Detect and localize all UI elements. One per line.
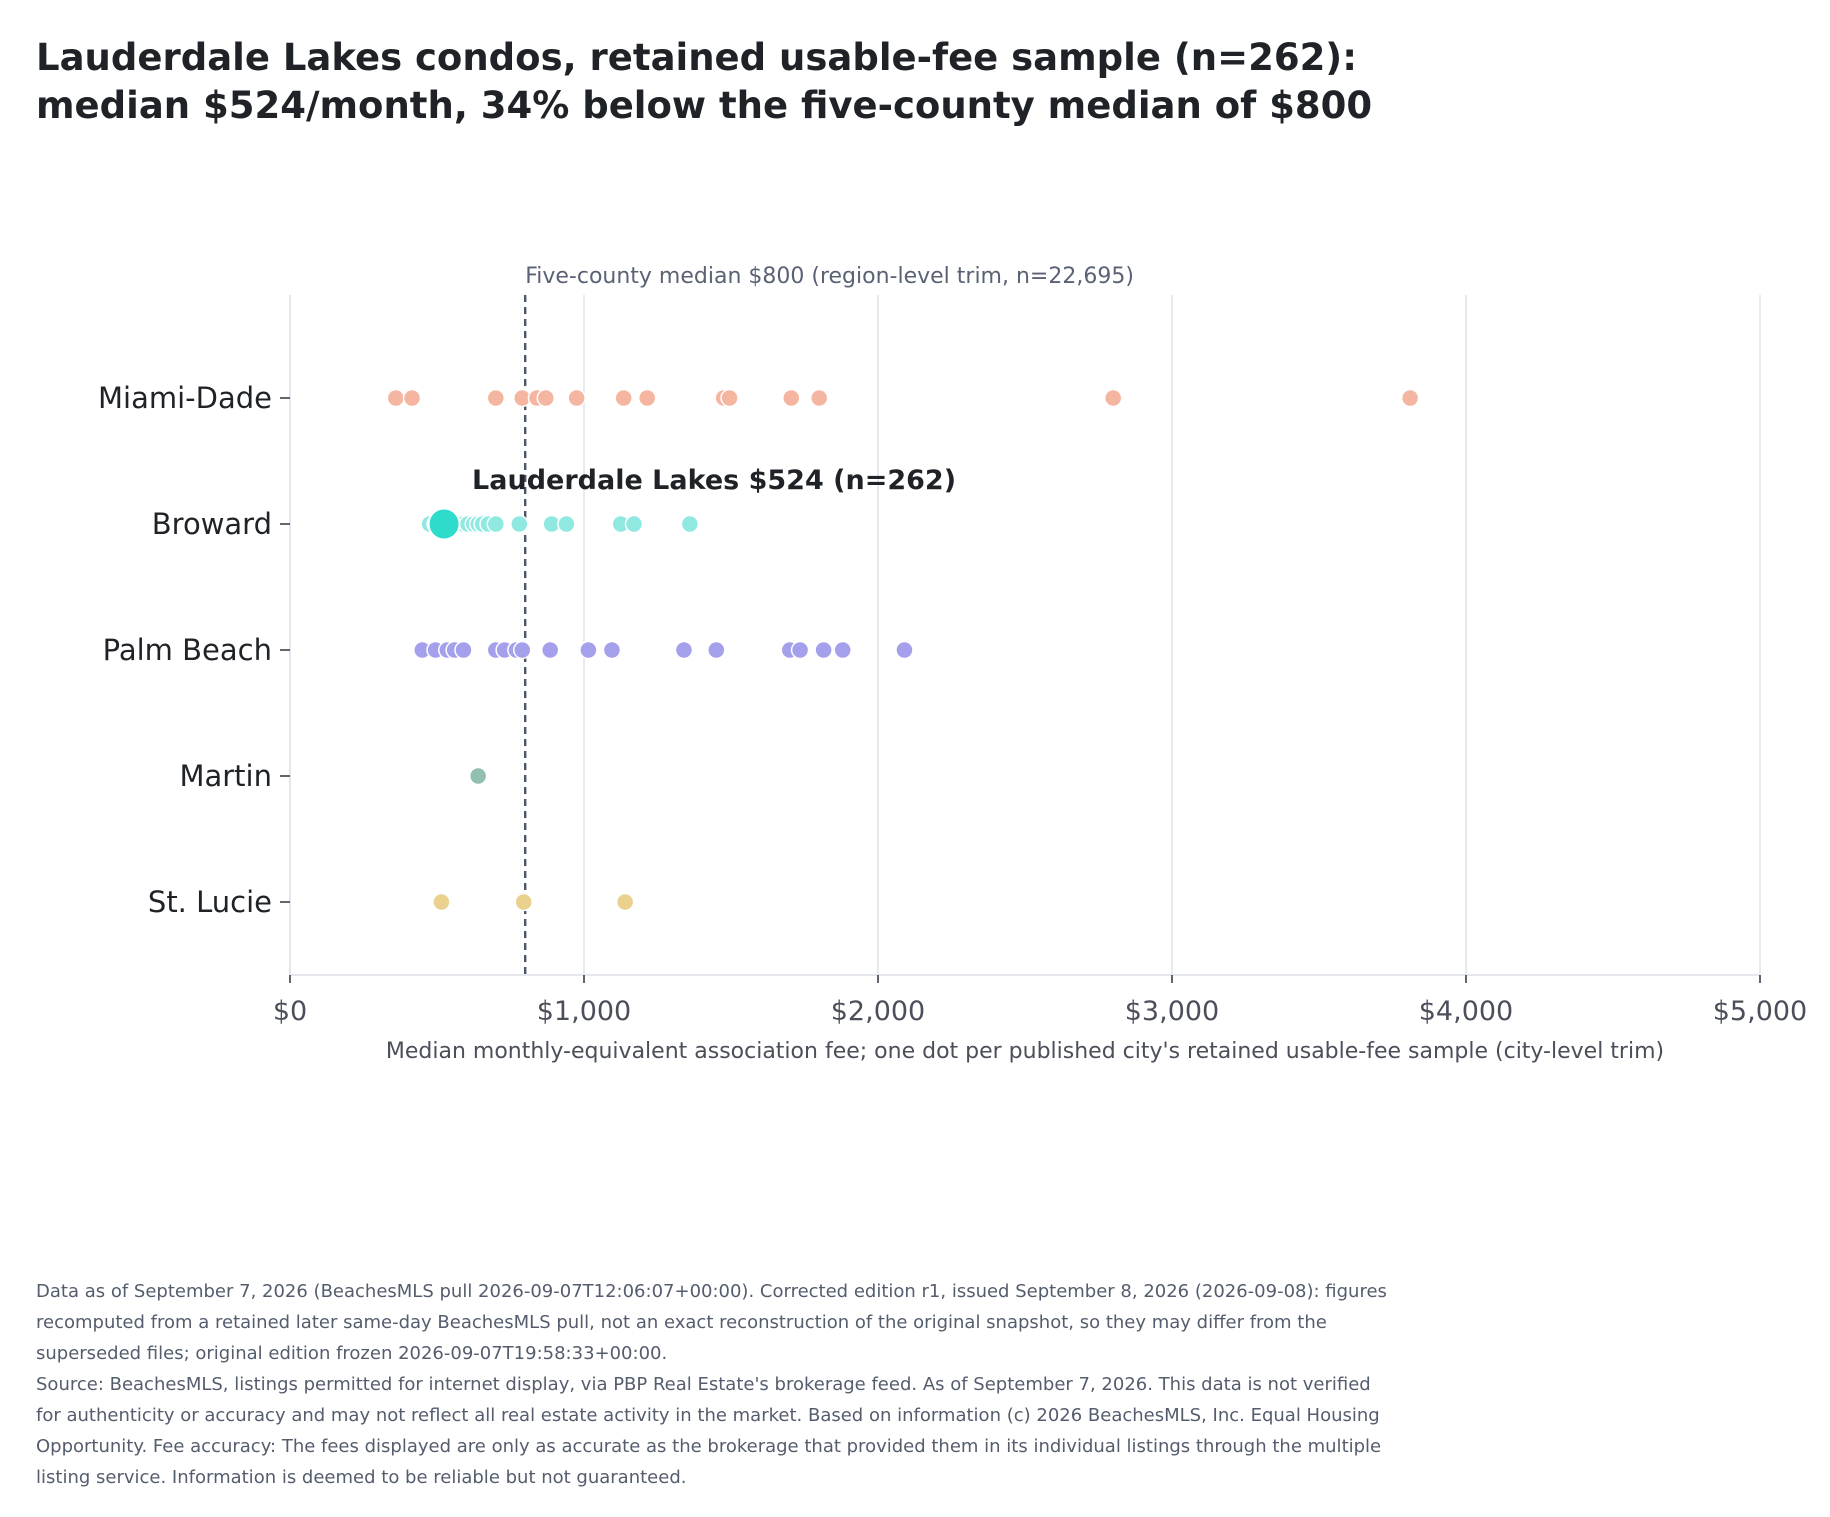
x-tick-label: $2,000 <box>831 996 925 1027</box>
data-point <box>557 514 576 534</box>
data-point <box>454 640 473 660</box>
data-point <box>615 892 635 912</box>
footnote-line-5: for authenticity or accuracy and may not… <box>36 1405 1380 1426</box>
data-point <box>674 640 694 660</box>
reference-line-label: Five-county median $800 (region-level tr… <box>525 264 1134 289</box>
data-point <box>833 640 852 660</box>
data-point <box>1103 388 1123 408</box>
data-point <box>540 640 560 660</box>
highlight-point <box>427 507 461 541</box>
x-axis-label: Median monthly-equivalent association fe… <box>386 1039 1664 1064</box>
data-point <box>809 388 829 408</box>
x-tick-label: $5,000 <box>1713 996 1807 1027</box>
data-point <box>790 640 810 660</box>
y-tick-label: St. Lucie <box>148 885 272 919</box>
highlight-label: Lauderdale Lakes $524 (n=262) <box>472 465 956 496</box>
strip-plot: $0 $1,000 $2,000 $3,000 $4,000 $5,000 Median m… <box>98 264 1807 1064</box>
data-point <box>895 640 914 660</box>
data-point <box>513 640 532 660</box>
data-point <box>514 892 533 912</box>
data-point <box>614 388 633 408</box>
data-point <box>567 388 586 408</box>
data-point <box>386 388 406 408</box>
footnote: Data as of September 7, 2026 (BeachesMLS… <box>36 1276 1396 1493</box>
series-broward <box>420 514 700 534</box>
footnote-line-4: Source: BeachesMLS, listings permitted f… <box>36 1374 1371 1395</box>
chart-title-line-1: Lauderdale Lakes condos, retained usable… <box>36 36 1358 79</box>
footnote-line-3: superseded files; original edition froze… <box>36 1343 668 1364</box>
data-point <box>432 892 451 912</box>
footnote-line-1: Data as of September 7, 2026 (BeachesMLS… <box>36 1281 1387 1302</box>
data-point <box>486 514 506 534</box>
y-tick-label: Miami-Dade <box>98 381 272 415</box>
data-point <box>579 640 598 660</box>
x-tick-label: $4,000 <box>1419 996 1513 1027</box>
x-tick-label: $0 <box>273 996 307 1027</box>
series-martin <box>468 766 488 786</box>
series-palm-beach <box>413 640 914 660</box>
x-tick-label: $3,000 <box>1125 996 1219 1027</box>
data-point <box>624 514 644 534</box>
data-point <box>486 388 506 408</box>
footnote-line-7: listing service. Information is deemed t… <box>36 1467 687 1488</box>
series-miami-dade <box>386 388 1420 408</box>
data-point <box>814 640 833 660</box>
chart-title: Lauderdale Lakes condos, retained usable… <box>36 34 1636 130</box>
data-point <box>402 388 422 408</box>
footnote-line-6: Opportunity. Fee accuracy: The fees disp… <box>36 1436 1382 1457</box>
series-st-lucie <box>432 892 635 912</box>
data-point <box>536 388 556 408</box>
data-point <box>680 514 700 534</box>
y-tick-label: Palm Beach <box>103 633 272 667</box>
y-tick-label: Broward <box>152 507 272 541</box>
footnote-line-2: recomputed from a retained later same-da… <box>36 1312 1327 1333</box>
y-tick-label: Martin <box>179 759 272 793</box>
data-point <box>782 388 801 408</box>
data-point <box>602 640 622 660</box>
data-point <box>468 766 488 786</box>
data-point <box>637 388 657 408</box>
data-point <box>707 640 726 660</box>
x-tick-label: $1,000 <box>537 996 631 1027</box>
data-point <box>720 388 739 408</box>
data-point <box>510 514 529 534</box>
data-point <box>1400 388 1420 408</box>
chart-title-line-2: median $524/month, 34% below the five-co… <box>36 84 1373 127</box>
